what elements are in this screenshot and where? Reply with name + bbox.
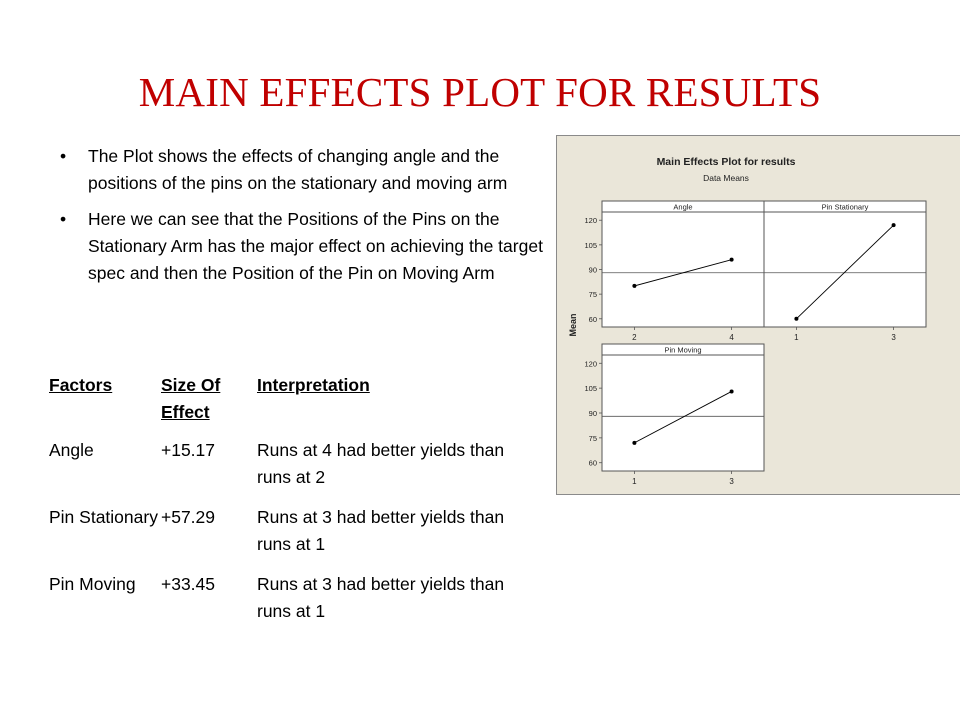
y-tick-label: 60 — [589, 459, 597, 468]
cell-interpretation: Runs at 3 had better yields than runs at… — [257, 507, 505, 554]
chart-subtitle: Data Means — [703, 173, 749, 183]
cell-factor: Pin Moving — [49, 574, 136, 594]
bullet-text: The Plot shows the effects of changing a… — [88, 146, 508, 193]
x-tick-label: 2 — [632, 333, 637, 342]
bullet-list: • The Plot shows the effects of changing … — [58, 143, 548, 296]
effects-table: Factors Size Of Effect Interpretation An… — [49, 372, 537, 638]
cell-interpretation: Runs at 3 had better yields than runs at… — [257, 574, 505, 621]
panel-title: Angle — [673, 203, 692, 212]
cell-factor: Angle — [49, 440, 94, 460]
y-tick-label: 75 — [589, 434, 597, 443]
panel-header — [763, 200, 927, 213]
table-row: Angle +15.17 Runs at 4 had better yields… — [49, 437, 537, 504]
y-tick-label: 60 — [589, 315, 597, 324]
panel-title: Pin Moving — [664, 346, 701, 355]
table-row: Pin Moving +33.45 Runs at 3 had better y… — [49, 571, 537, 638]
header-factors: Factors — [49, 375, 113, 395]
panel-plot-area — [763, 211, 927, 328]
table-header-row: Factors Size Of Effect Interpretation — [49, 372, 537, 437]
cell-effect: +15.17 — [161, 440, 216, 460]
cell-interpretation: Runs at 4 had better yields than runs at… — [257, 440, 505, 487]
cell-effect: +33.45 — [161, 574, 216, 594]
bullet-text: Here we can see that the Positions of th… — [88, 209, 543, 283]
y-tick-label: 90 — [589, 409, 597, 418]
bullet-dot: • — [60, 209, 67, 229]
data-point — [632, 440, 637, 445]
data-point — [729, 389, 734, 394]
panel-plot-area — [601, 211, 765, 328]
x-tick-label: 1 — [632, 477, 637, 486]
main-effects-chart: Main Effects Plot for results Data Means M… — [556, 135, 960, 495]
series-line — [796, 224, 894, 320]
header-size-of-effect: Size Of Effect — [161, 375, 221, 422]
panel-plot-area — [601, 354, 765, 472]
series-line — [634, 391, 732, 444]
bullet-dot: • — [60, 146, 67, 166]
panel-header — [601, 343, 765, 356]
y-tick-label: 75 — [589, 290, 597, 299]
x-tick-label: 4 — [729, 333, 734, 342]
cell-effect: +57.29 — [161, 507, 216, 527]
data-point — [891, 223, 896, 228]
y-tick-label: 90 — [589, 266, 597, 275]
chart-title: Main Effects Plot for results — [657, 156, 796, 168]
y-tick-label: 120 — [584, 216, 597, 225]
data-point — [794, 316, 799, 321]
x-tick-label: 3 — [891, 333, 896, 342]
x-tick-label: 3 — [729, 477, 734, 486]
y-tick-label: 105 — [584, 241, 597, 250]
y-tick-label: 120 — [584, 359, 597, 368]
bullet-item: • The Plot shows the effects of changing … — [58, 143, 548, 197]
series-line — [634, 259, 732, 287]
y-axis-label: Mean — [568, 313, 578, 336]
page-title: MAIN EFFECTS PLOT FOR RESULTS — [138, 69, 822, 115]
panel-title: Pin Stationary — [822, 203, 869, 212]
y-tick-label: 105 — [584, 384, 597, 393]
header-interpretation: Interpretation — [257, 375, 370, 395]
table-row: Pin Stationary +57.29 Runs at 3 had bett… — [49, 504, 537, 571]
data-point — [632, 283, 637, 288]
data-point — [729, 257, 734, 262]
bullet-item: • Here we can see that the Positions of t… — [58, 206, 548, 287]
cell-factor: Pin Stationary — [49, 507, 158, 527]
x-tick-label: 1 — [794, 333, 799, 342]
